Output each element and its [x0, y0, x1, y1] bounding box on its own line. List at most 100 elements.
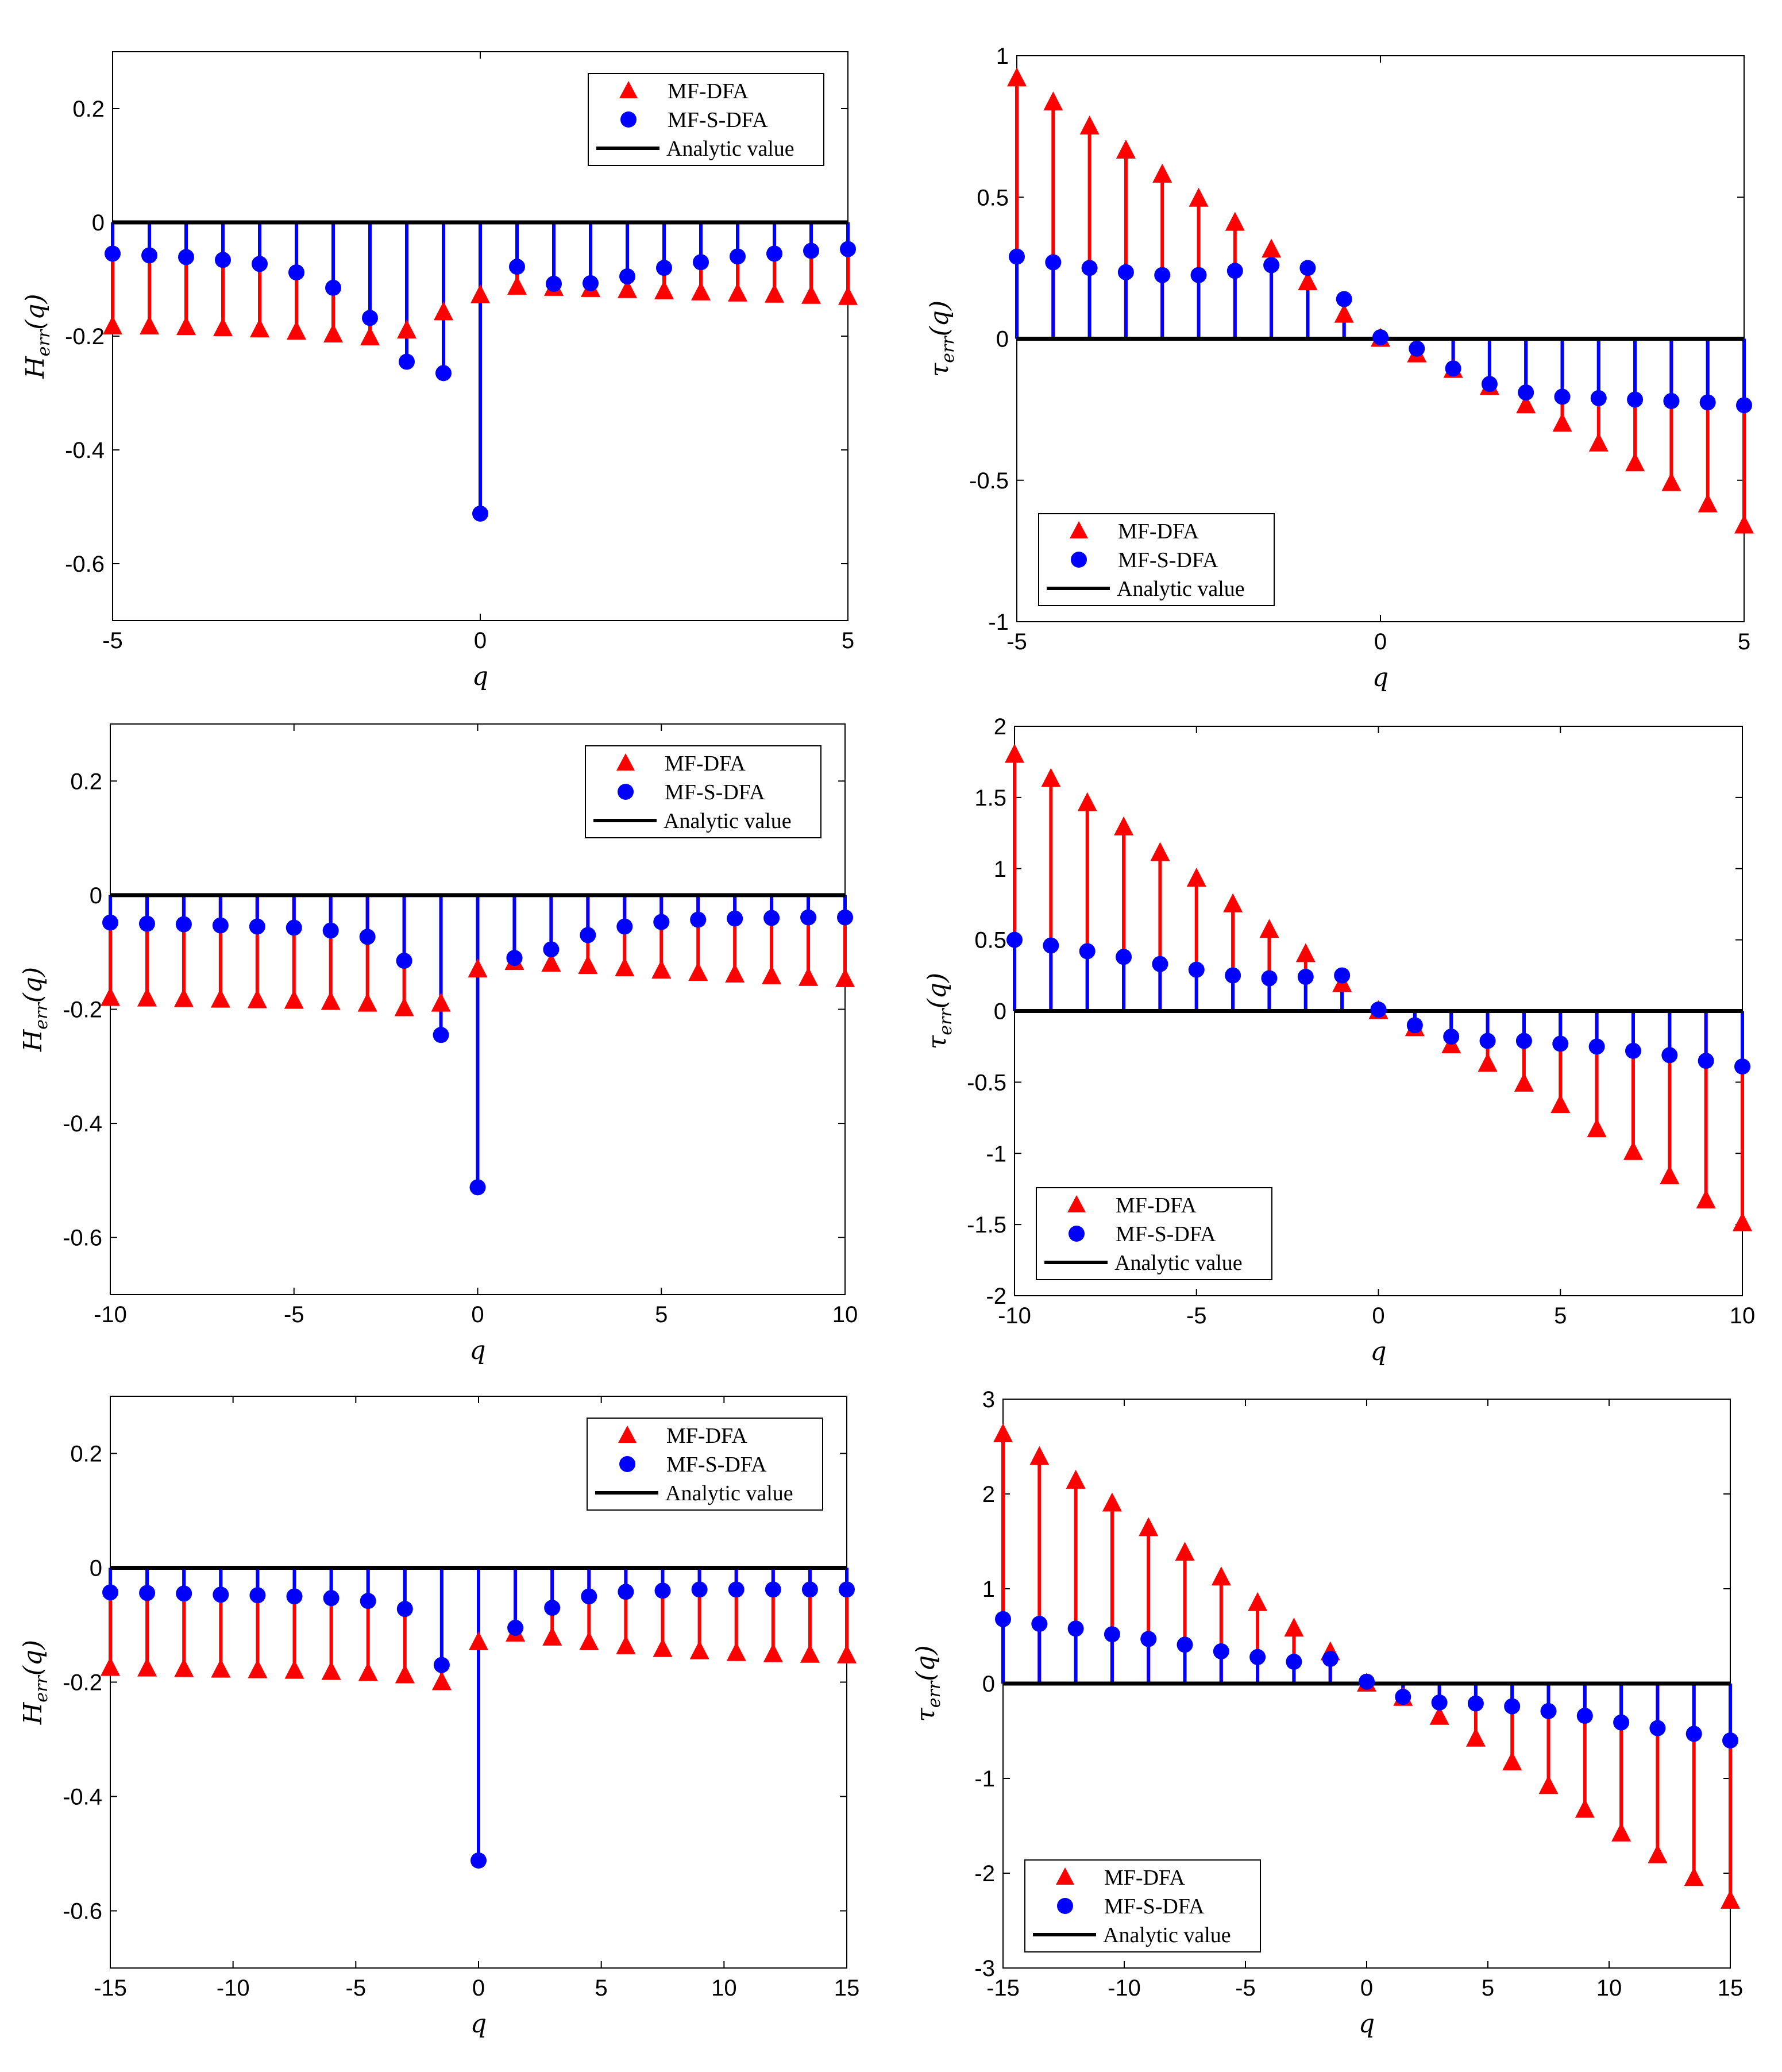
mfdfa-point — [725, 963, 745, 983]
legend-label: MF-S-DFA — [668, 108, 768, 132]
mfdfa-point — [469, 1631, 488, 1650]
y-tick-label: 0.2 — [70, 769, 102, 794]
mfsdfa-point — [396, 1601, 413, 1617]
x-tick-label: -5 — [1186, 1303, 1207, 1328]
x-tick-label: -5 — [346, 1975, 367, 2001]
mfsdfa-point — [1177, 1636, 1193, 1653]
y-tick-label: 0.2 — [70, 1442, 102, 1467]
mfsdfa-point — [728, 1581, 745, 1598]
chart-panel-H1: -5 0 5 -0.6 -0.4 -0.2 0 0.2 q Herr(q) MF-DFA MF-S-D… — [21, 51, 858, 691]
legend: MF-DFA MF-S-DFA Analytic value — [1036, 1187, 1272, 1280]
y-tick-label: -1 — [974, 1766, 995, 1792]
legend-label: Analytic value — [665, 1481, 793, 1505]
chart-panel-T2: -10 -5 0 5 10 -2 -1.5 -1 -0.5 0 0.5 1 1.5 2 q τerr(q) MF… — [923, 714, 1755, 1366]
chart-panel-H3: -15 -10 -5 0 5 10 15 -0.6 -0.4 -0.2 0 0.2 q Herr(q) MF… — [18, 1396, 859, 2039]
x-tick-label: 0 — [471, 1302, 484, 1327]
mfsdfa-point — [1515, 1033, 1532, 1049]
mfsdfa-point — [1649, 1720, 1666, 1736]
legend-label: MF-DFA — [1118, 519, 1199, 544]
mfdfa-point — [1660, 1165, 1680, 1184]
x-tick-label: 0 — [472, 1975, 485, 2001]
x-tick-label: -10 — [1108, 1975, 1141, 2001]
chart-panel-T1: -5 0 5 -1 -0.5 0 0.5 1 q τerr(q) MF-DFA MF-S-DFA Ana… — [925, 44, 1754, 692]
legend-label: MF-DFA — [666, 1424, 747, 1448]
mfsdfa-point — [288, 264, 304, 281]
x-tick-label: 5 — [655, 1302, 668, 1327]
mfdfa-point — [1295, 943, 1316, 962]
mfsdfa-point — [359, 929, 376, 945]
y-tick-label: -0.2 — [65, 324, 105, 349]
legend-circle-icon — [618, 784, 634, 800]
y-tick-label: 2 — [994, 714, 1006, 740]
x-tick-label: 15 — [834, 1975, 860, 2001]
legend-circle-icon — [619, 1456, 635, 1472]
mfdfa-point — [1298, 271, 1318, 290]
y-tick-label: -0.4 — [63, 1111, 102, 1137]
x-tick-label: 0 — [1360, 1975, 1373, 2001]
mfsdfa-point — [322, 922, 339, 939]
mfdfa-point — [247, 989, 267, 1008]
mfsdfa-point — [618, 1584, 634, 1600]
x-tick-label: 5 — [595, 1975, 608, 2001]
mfsdfa-point — [215, 252, 231, 268]
x-tick-label: 5 — [1482, 1975, 1494, 2001]
x-axis-label: q — [1359, 2009, 1375, 2039]
mfdfa-point — [651, 959, 672, 979]
mfsdfa-point — [995, 1611, 1011, 1627]
mfsdfa-point — [1663, 392, 1680, 409]
mfdfa-point — [394, 997, 414, 1016]
mfsdfa-point — [1699, 394, 1716, 411]
mfsdfa-point — [1698, 1053, 1714, 1069]
legend-triangle-icon — [1056, 1867, 1074, 1885]
mfsdfa-point — [1588, 1038, 1605, 1055]
mfdfa-point — [140, 315, 159, 335]
mfsdfa-point — [360, 1593, 376, 1609]
mfdfa-point — [1721, 1889, 1740, 1909]
x-tick-label: -10 — [94, 1302, 127, 1327]
mfsdfa-point — [1188, 961, 1205, 978]
legend-triangle-icon — [1070, 521, 1088, 538]
mfdfa-point — [835, 968, 855, 987]
mfsdfa-point — [1067, 1620, 1084, 1637]
mfdfa-point — [1661, 472, 1681, 491]
x-tick-label: -10 — [998, 1303, 1031, 1328]
mfsdfa-point — [1406, 1017, 1423, 1034]
mfdfa-point — [1625, 452, 1645, 472]
legend-label: MF-S-DFA — [1104, 1894, 1205, 1919]
mfsdfa-point — [1443, 1029, 1460, 1045]
mfdfa-point — [1696, 1189, 1716, 1209]
mfsdfa-point — [837, 909, 853, 926]
y-tick-label: 0.5 — [974, 928, 1006, 953]
legend-triangle-icon — [619, 81, 638, 98]
mfsdfa-point — [583, 275, 599, 291]
x-tick-label: 15 — [1718, 1975, 1744, 2001]
mfsdfa-point — [433, 1027, 449, 1043]
mfsdfa-point — [1370, 1002, 1387, 1018]
mfdfa-point — [1648, 1844, 1668, 1863]
mfsdfa-point — [286, 1588, 303, 1605]
mfsdfa-point — [469, 1179, 486, 1196]
mfsdfa-point — [507, 1619, 524, 1636]
mfsdfa-point — [581, 1588, 597, 1605]
mfdfa-point — [176, 316, 196, 336]
legend-triangle-icon — [1067, 1195, 1086, 1212]
y-tick-label: 1.5 — [974, 785, 1006, 811]
legend-label: Analytic value — [1103, 1923, 1231, 1947]
mfsdfa-point — [1372, 329, 1388, 346]
mfdfa-point — [762, 965, 782, 984]
mfsdfa-point — [654, 1582, 671, 1599]
mfsdfa-point — [213, 1586, 229, 1603]
mfdfa-point — [434, 301, 453, 321]
legend-label: MF-DFA — [665, 752, 746, 776]
mfdfa-point — [1114, 816, 1134, 835]
legend-label: MF-S-DFA — [1116, 1222, 1216, 1246]
mfdfa-point — [173, 988, 194, 1007]
mfsdfa-point — [470, 1852, 487, 1869]
y-tick-label: 1 — [982, 1577, 995, 1602]
mfsdfa-point — [105, 245, 121, 262]
mfdfa-point — [470, 284, 490, 303]
mfdfa-point — [210, 988, 230, 1008]
mfsdfa-point — [435, 365, 452, 382]
mfdfa-point — [1623, 1141, 1643, 1160]
mfsdfa-point — [1031, 1616, 1048, 1632]
